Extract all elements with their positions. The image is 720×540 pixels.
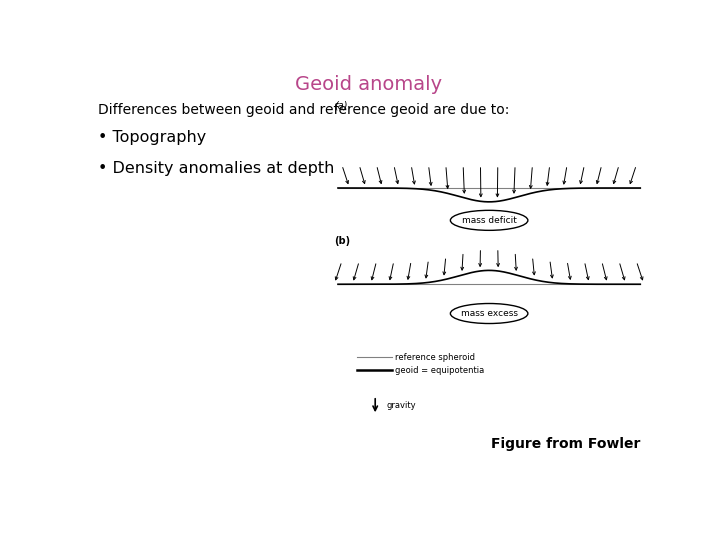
Text: Differences between geoid and reference geoid are due to:: Differences between geoid and reference …: [98, 103, 509, 117]
Ellipse shape: [451, 303, 528, 323]
Text: mass excess: mass excess: [461, 309, 518, 318]
Text: (a): (a): [334, 101, 348, 111]
Text: gravity: gravity: [386, 401, 415, 410]
Text: (b): (b): [334, 236, 350, 246]
Ellipse shape: [451, 211, 528, 231]
Text: mass deficit: mass deficit: [462, 216, 516, 225]
Text: geoid = equipotentia: geoid = equipotentia: [395, 366, 485, 375]
Text: reference spheroid: reference spheroid: [395, 353, 475, 362]
Text: • Density anomalies at depth: • Density anomalies at depth: [98, 161, 334, 176]
Text: • Topography: • Topography: [98, 130, 206, 145]
Text: Geoid anomaly: Geoid anomaly: [295, 75, 443, 94]
Text: Figure from Fowler: Figure from Fowler: [491, 437, 640, 451]
